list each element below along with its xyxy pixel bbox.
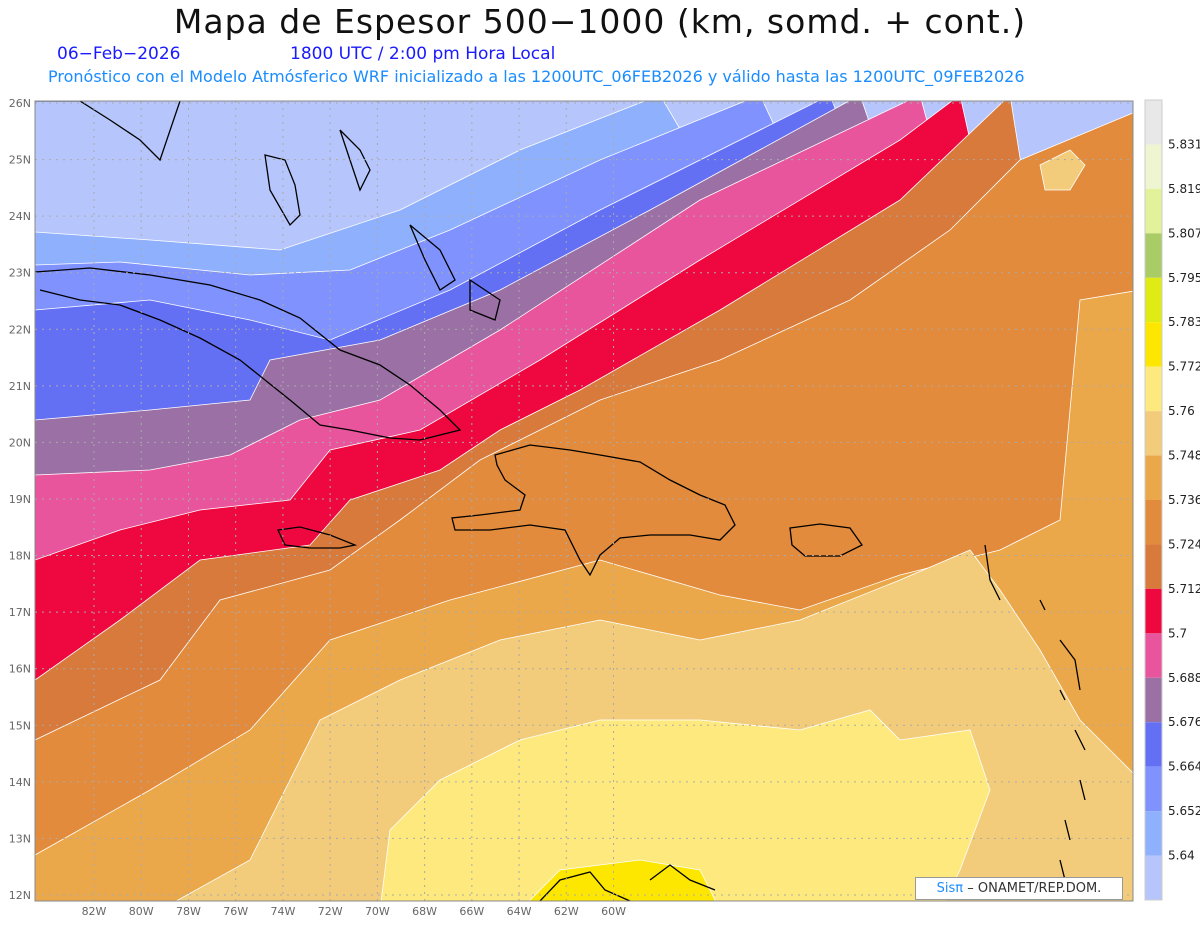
colorbar-label: 5.819 [1168,182,1200,196]
colorbar-label: 5.736 [1168,493,1200,507]
map-frame [34,100,1134,902]
colorbar-swatch [1145,722,1162,767]
colorbar-label: 5.772 [1168,360,1200,374]
colorbar-label: 5.652 [1168,804,1200,818]
coast-lesser-antilles [984,544,1086,881]
logo-brand: Sisπ [936,881,964,896]
colorbar-swatch [1145,322,1162,367]
lon-label: 82W [82,905,107,918]
colorbar-label: 5.831 [1168,137,1200,151]
logo-onamet: Sisπ – ONAMET/REP.DOM. [915,877,1123,900]
lon-label: 64W [507,905,532,918]
lat-label: 12N [9,889,31,902]
colorbar-swatch [1145,766,1162,812]
lat-label: 22N [9,323,31,336]
lat-label: 16N [9,663,31,676]
model-description: Pronóstico con el Modelo Atmósferico WRF… [48,67,1025,86]
colorbar-swatch [1145,100,1162,145]
lat-label: 25N [9,154,31,167]
colorbar-label: 5.712 [1168,582,1200,596]
colorbar-label: 5.676 [1168,715,1200,729]
logo-text: – ONAMET/REP.DOM. [967,881,1102,896]
colorbar-swatch [1145,455,1162,500]
lat-label: 23N [9,267,31,280]
lat-label: 21N [9,380,31,393]
axis-labels: 82W 80W 78W 76W 74W 72W 70W 68W 66W 64W 62W 60W 26N 2… [9,97,626,918]
colorbar-label: 5.76 [1168,404,1195,418]
lat-lon-grid [35,101,1133,901]
lon-label: 74W [270,905,295,918]
colorbar-swatch [1145,366,1162,412]
coast-jamaica [277,526,358,549]
colorbar-swatch [1145,544,1162,589]
colorbar-swatch [1145,500,1162,545]
lat-label: 13N [9,832,31,845]
lon-label: 76W [223,905,248,918]
lon-label: 66W [459,905,484,918]
colorbar-label: 5.795 [1168,271,1200,285]
forecast-date: 06−Feb−2026 [57,44,181,64]
colorbar-label: 5.688 [1168,671,1200,685]
coast-puerto-rico [789,523,863,557]
map-title: Mapa de Espesor 500−1000 (km, somd. + co… [173,2,1027,41]
colorbar-label: 5.807 [1168,226,1200,240]
lon-label: 80W [129,905,154,918]
colorbar-swatch [1145,633,1162,678]
lat-label: 14N [9,776,31,789]
colorbar-swatch [1145,277,1162,323]
colorbar-label: 5.783 [1168,315,1200,329]
coastlines [35,101,1086,901]
coast-hispaniola [451,444,736,577]
lat-label: 24N [9,210,31,223]
lon-label: 68W [412,905,437,918]
colorbar-swatch [1145,588,1162,634]
lon-label: 60W [601,905,626,918]
colorbar-label: 5.7 [1168,626,1187,640]
colorbar-label: 5.664 [1168,760,1200,774]
lon-label: 78W [176,905,201,918]
colorbar-swatch [1145,233,1162,278]
lat-label: 19N [9,493,31,506]
lon-label: 62W [554,905,579,918]
thickness-bands [35,101,1133,901]
colorbar-swatch [1145,677,1162,723]
colorbar-swatch [1145,411,1162,456]
band-11 [380,709,991,901]
lat-label: 15N [9,719,31,732]
colorbar-swatch [1145,855,1162,900]
lon-label: 70W [365,905,390,918]
coast-bahamas [264,129,501,321]
colorbar-swatch [1145,811,1162,856]
lat-label: 20N [9,436,31,449]
lat-label: 26N [9,97,31,110]
forecast-time: 1800 UTC / 2:00 pm Hora Local [290,44,556,64]
colorbar-swatch [1145,144,1162,189]
colorbar-label: 5.748 [1168,449,1200,463]
coast-florida [35,101,181,162]
lon-label: 72W [318,905,343,918]
colorbar: 5.831 5.819 5.807 5.795 5.783 5.772 5.76 5.748 5… [1144,99,1200,901]
colorbar-swatch [1145,188,1162,234]
colorbar-label: 5.64 [1168,849,1195,863]
colorbar-label: 5.724 [1168,537,1200,551]
lat-label: 17N [9,606,31,619]
lat-label: 18N [9,550,31,563]
colorbar-frame [1144,99,1163,901]
coast-cuba [35,267,462,441]
